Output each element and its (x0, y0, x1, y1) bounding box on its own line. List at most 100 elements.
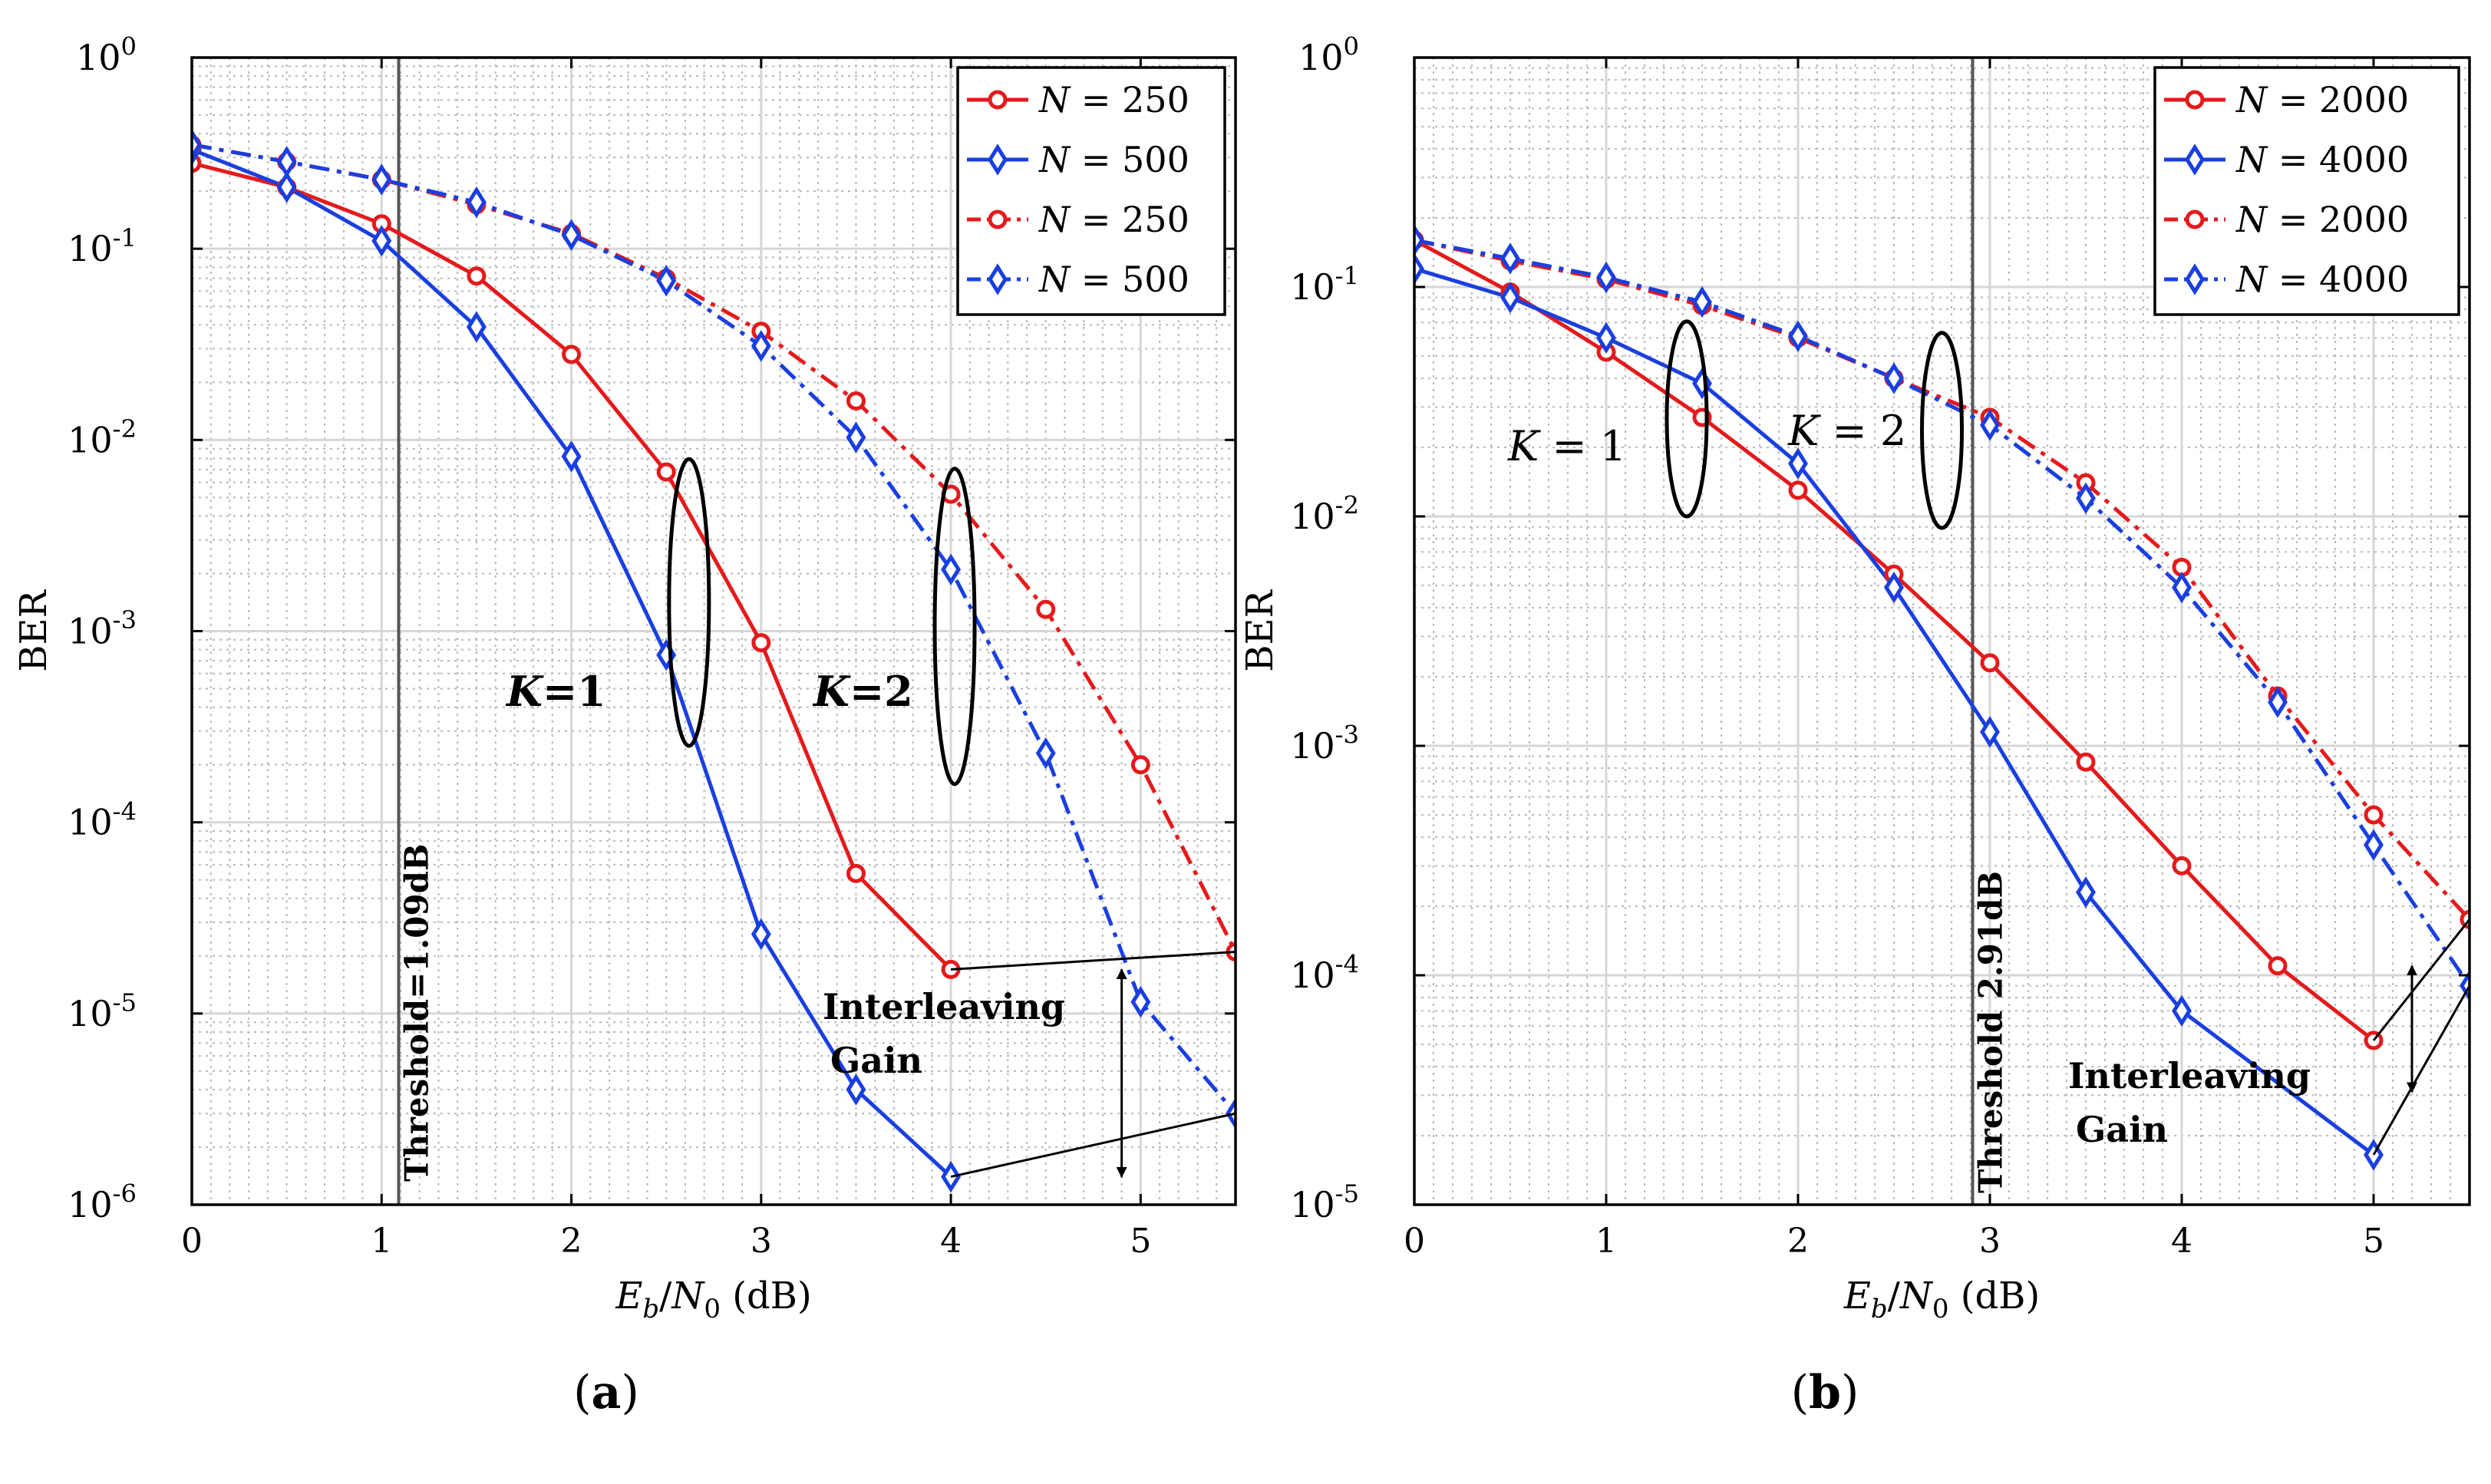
legend-label-1: N = 2000 (2235, 79, 2409, 120)
legend-box (2153, 66, 2460, 316)
x-tick-label: 5 (2363, 1222, 2384, 1261)
x-tick-label: 0 (1404, 1222, 1425, 1261)
series-4-point (656, 265, 677, 297)
group-ellipse-2 (1920, 331, 1964, 530)
y-tick-label: 10-2 (1290, 491, 1359, 537)
series-4-point (2076, 482, 2096, 515)
x-tick-label: 4 (940, 1222, 962, 1261)
series-4-point (1884, 362, 1904, 394)
y-axis-label: BER (1239, 589, 1282, 671)
series-4-point (1788, 320, 1808, 352)
legend-marker-1 (988, 90, 1008, 110)
series-2-point (1596, 322, 1616, 355)
legend-marker-4 (988, 263, 1008, 295)
x-tick-label: 0 (181, 1222, 203, 1261)
series-4-point (2364, 829, 2384, 861)
series-4-point (1130, 985, 1151, 1018)
k2-label: K = 2 (1787, 407, 1906, 455)
group-ellipse-2 (932, 467, 977, 787)
legend-label-4: N = 500 (1038, 259, 1189, 300)
axes-frame (1413, 56, 2471, 1206)
legend-marker-1 (2185, 90, 2205, 110)
y-tick-label: 10-4 (1290, 950, 1359, 996)
legend-label-3: N = 2000 (2235, 199, 2409, 240)
series-1-point (467, 266, 487, 286)
y-tick-label: 10-5 (1290, 1179, 1359, 1225)
x-tick-label: 3 (1979, 1222, 2001, 1261)
x-tick-label: 2 (561, 1222, 582, 1261)
gain-guide-lower (950, 1112, 1236, 1179)
y-tick-label: 10-5 (68, 988, 137, 1034)
series-2-point (1414, 252, 1424, 285)
gain-label: Gain (2076, 1109, 2168, 1150)
x-tick-label: 5 (1130, 1222, 1151, 1261)
y-tick-label: 10-3 (1290, 721, 1359, 767)
legend-label-2: N = 500 (1038, 139, 1189, 180)
series-line-2 (1414, 266, 2375, 1156)
x-axis-label: Eb/N0 (dB) (615, 1275, 811, 1324)
y-tick-label: 10-1 (68, 223, 137, 269)
y-tick-label: 10-6 (68, 1179, 137, 1225)
series-2-point (1980, 716, 2000, 748)
series-2-point (1500, 281, 1520, 314)
series-2-point (276, 171, 297, 203)
series-line-4 (192, 143, 1236, 1115)
series-4-point (941, 553, 962, 585)
y-tick-label: 10-1 (1290, 262, 1359, 308)
caption-b: (b) (1791, 1366, 1859, 1420)
series-2-point (2076, 876, 2096, 909)
series-2-point (751, 918, 771, 951)
x-tick-label: 2 (1787, 1222, 1809, 1261)
series-1-point (1788, 480, 1808, 500)
k1-label: K = 1 (1507, 422, 1626, 470)
series-4-point (1980, 409, 2000, 441)
legend-marker-2 (2185, 143, 2205, 176)
series-1-point (2076, 752, 2096, 772)
gain-guide-lower (2372, 984, 2471, 1156)
legend-marker-3 (2185, 209, 2205, 229)
chart-a: 0 1 2 3 4 5 100 10-1 10-2 10-3 10-4 10-5 10-6 Eb/N0 (… (12, 32, 1237, 1324)
legend-label-3: N = 250 (1038, 199, 1189, 240)
series-line-3 (1414, 238, 2470, 921)
x-tick-label: 1 (371, 1222, 392, 1261)
y-tick-label: 10-4 (68, 796, 137, 843)
series-2-point (846, 1073, 866, 1106)
threshold-label: Threshold=1.09dB (398, 843, 436, 1182)
series-2-point (1788, 447, 1808, 480)
series-line-1 (1414, 238, 2375, 1042)
series-1-point (656, 462, 676, 482)
series-1-point (1980, 653, 2000, 673)
x-tick-label: 3 (751, 1222, 772, 1261)
k1-label: K=1 (505, 667, 606, 716)
interleaving-label: Interleaving (823, 986, 1065, 1027)
series-4-point (1500, 242, 1520, 275)
series-2-point (2172, 994, 2192, 1027)
y-tick-label: 10-3 (68, 605, 137, 651)
legend-marker-2 (988, 143, 1008, 176)
series-1-point (846, 863, 866, 883)
series-2-point (466, 311, 487, 343)
legend-label-2: N = 4000 (2235, 139, 2409, 180)
chart-b: 0 1 2 3 4 5 100 10-1 10-2 10-3 10-4 10-5 Eb/N0 (dB) B… (1239, 32, 2471, 1324)
series-2-point (1884, 571, 1904, 604)
series-3-point (2364, 805, 2384, 825)
series-4-point (1596, 261, 1616, 294)
series-4-point (371, 163, 392, 196)
series-4-point (751, 330, 771, 362)
series-group (1414, 224, 2470, 1171)
series-3-point (1130, 755, 1150, 775)
series-4-point (2172, 571, 2192, 604)
y-axis-label: BER (12, 589, 55, 671)
series-1-point (2268, 956, 2288, 976)
series-line-4 (1414, 238, 2470, 988)
y-tick-label: 100 (76, 32, 137, 78)
x-tick-label: 4 (2171, 1222, 2192, 1261)
series-4-point (192, 128, 202, 161)
group-ellipse-1 (667, 457, 711, 748)
interleaving-label: Interleaving (2068, 1055, 2311, 1097)
legend-label-1: N = 250 (1038, 79, 1189, 120)
series-4-point (1692, 285, 1712, 318)
y-tick-label: 10-2 (68, 414, 137, 460)
series-4-point (561, 219, 582, 251)
threshold-label: Threshold 2.91dB (1972, 871, 2010, 1193)
